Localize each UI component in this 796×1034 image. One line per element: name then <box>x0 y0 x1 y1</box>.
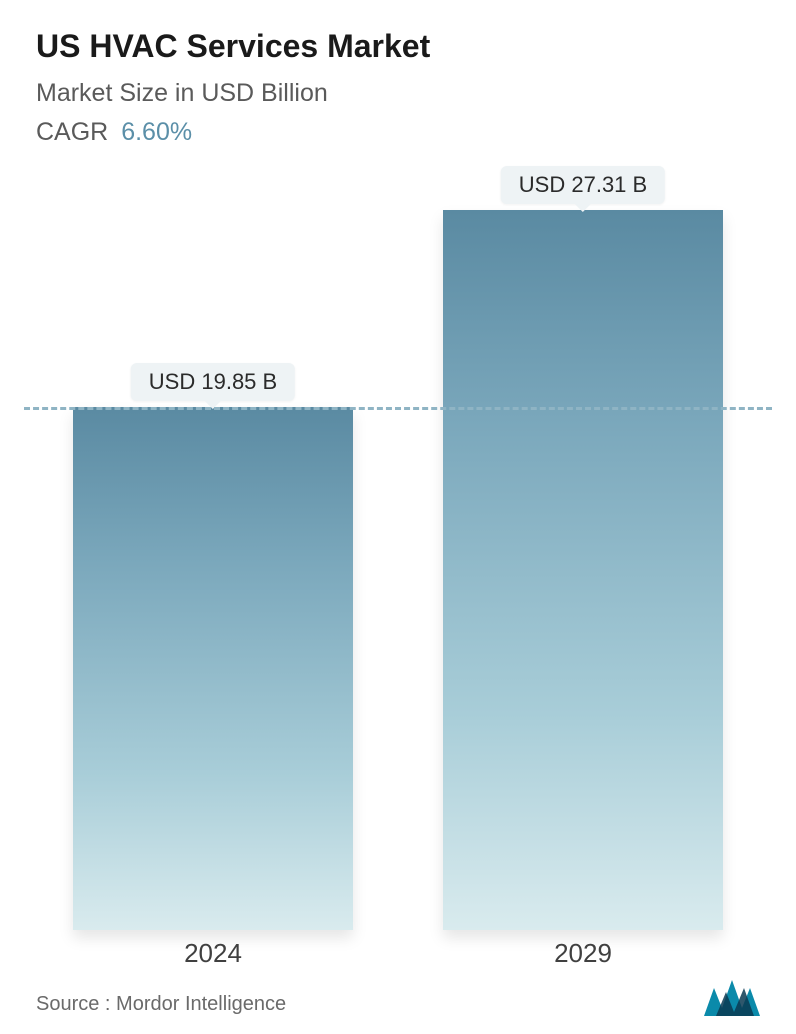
x-axis-label: 2029 <box>443 938 723 969</box>
bar: USD 27.31 B <box>443 210 723 930</box>
chart-header: US HVAC Services Market Market Size in U… <box>0 0 796 147</box>
bar-column: USD 27.31 B <box>443 210 723 930</box>
chart-area: USD 19.85 B USD 27.31 B <box>0 210 796 930</box>
chart-subtitle: Market Size in USD Billion <box>36 79 760 108</box>
cagr-value: 6.60% <box>121 118 192 146</box>
bars-row: USD 19.85 B USD 27.31 B <box>0 210 796 930</box>
chart-footer: Source : Mordor Intelligence <box>36 978 760 1016</box>
chart-title: US HVAC Services Market <box>36 28 760 65</box>
bar-value-label: USD 19.85 B <box>131 363 295 401</box>
cagr-row: CAGR 6.60% <box>36 118 760 147</box>
brand-logo-icon <box>704 978 760 1016</box>
x-axis-labels: 2024 2029 <box>0 938 796 969</box>
bar: USD 19.85 B <box>73 407 353 930</box>
bar-column: USD 19.85 B <box>73 210 353 930</box>
x-axis-label: 2024 <box>73 938 353 969</box>
bar-value-label: USD 27.31 B <box>501 166 665 204</box>
cagr-label: CAGR <box>36 118 108 146</box>
source-text: Source : Mordor Intelligence <box>36 993 286 1016</box>
reference-line <box>24 407 772 410</box>
